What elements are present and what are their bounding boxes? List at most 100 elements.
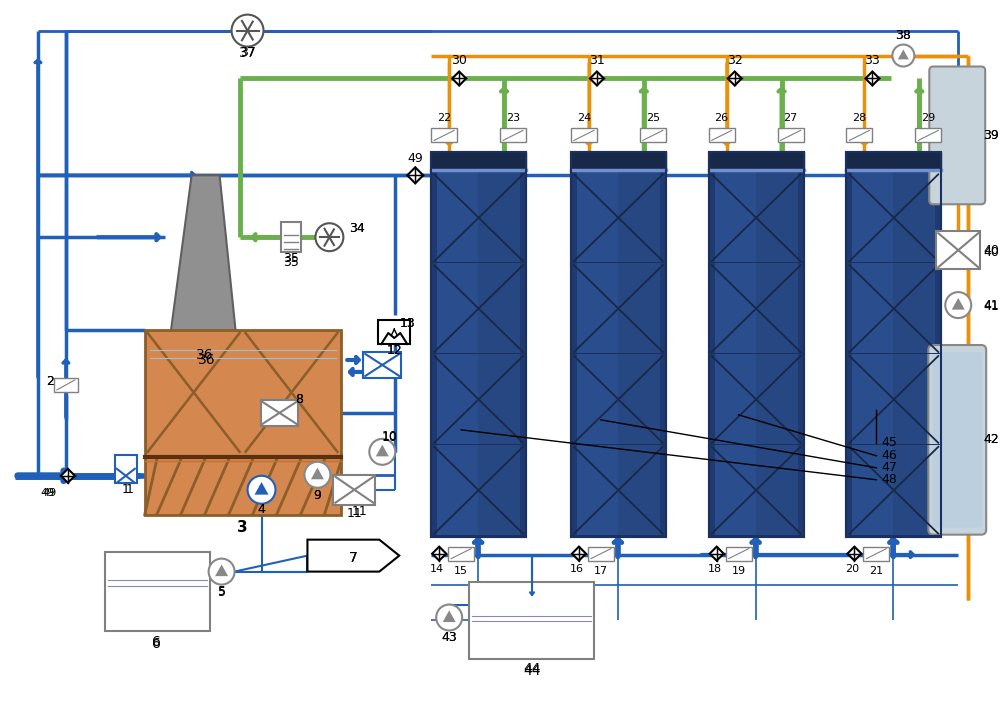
Text: 49: 49 [407, 152, 423, 165]
Bar [577, 152, 660, 536]
Polygon shape [311, 468, 324, 479]
Text: 47: 47 [881, 461, 897, 475]
Text: 34: 34 [349, 222, 365, 234]
Bar [363, 352, 401, 378]
Text: 9: 9 [313, 489, 321, 502]
Text: 40: 40 [983, 246, 999, 258]
Polygon shape [307, 540, 399, 571]
Text: 49: 49 [41, 488, 55, 498]
Text: 27: 27 [783, 114, 798, 124]
Text: 29: 29 [921, 114, 935, 124]
Text: 35: 35 [284, 252, 299, 265]
Text: 39: 39 [983, 129, 999, 142]
Text: 41: 41 [983, 300, 999, 312]
FancyBboxPatch shape [928, 345, 986, 535]
Bar [115, 455, 137, 483]
Text: 44: 44 [523, 663, 541, 677]
Bar [469, 581, 594, 659]
Bar [846, 152, 941, 171]
Polygon shape [61, 469, 75, 483]
Bar [709, 152, 804, 536]
Bar [846, 152, 941, 536]
Polygon shape [255, 482, 269, 495]
Text: 15: 15 [454, 566, 468, 576]
Text: 43: 43 [441, 631, 457, 644]
Bar [448, 547, 474, 561]
Bar [863, 547, 889, 561]
Bar [571, 152, 666, 536]
Bar [437, 152, 520, 536]
Polygon shape [443, 610, 456, 622]
Text: 40: 40 [983, 244, 999, 257]
Bar [431, 152, 526, 171]
Text: 48: 48 [881, 473, 897, 486]
Bar [726, 547, 752, 561]
Polygon shape [898, 50, 909, 60]
Text: 41: 41 [983, 298, 999, 312]
Text: 49: 49 [43, 488, 57, 498]
Polygon shape [952, 298, 965, 310]
Bar [852, 152, 893, 536]
Text: 46: 46 [881, 449, 897, 463]
Text: 31: 31 [589, 54, 605, 67]
Text: 45: 45 [881, 437, 897, 449]
Bar [571, 152, 666, 536]
Text: 4: 4 [258, 503, 265, 516]
Text: 36: 36 [196, 348, 213, 362]
Text: 33: 33 [865, 54, 880, 67]
Text: 11: 11 [346, 508, 362, 520]
Text: 24: 24 [577, 114, 591, 124]
Text: 19: 19 [732, 566, 746, 576]
Circle shape [209, 559, 235, 585]
Text: 37: 37 [239, 46, 256, 60]
Polygon shape [376, 444, 389, 456]
Bar [437, 152, 478, 536]
Text: 7: 7 [349, 550, 358, 564]
Text: 9: 9 [313, 489, 321, 502]
Circle shape [304, 462, 330, 488]
Circle shape [436, 604, 462, 630]
Text: 16: 16 [570, 564, 584, 574]
Text: 42: 42 [983, 433, 999, 446]
Text: 1: 1 [126, 483, 134, 496]
Text: 12: 12 [386, 343, 402, 357]
Text: 43: 43 [441, 631, 457, 644]
Text: 10: 10 [381, 430, 397, 444]
Text: 7: 7 [349, 550, 358, 564]
Bar [715, 152, 756, 536]
Text: 4: 4 [258, 503, 265, 516]
Text: 13: 13 [399, 317, 415, 329]
Text: 21: 21 [869, 566, 883, 576]
Bar [715, 152, 798, 536]
Bar [915, 128, 941, 143]
Text: 30: 30 [451, 54, 467, 67]
Text: 38: 38 [895, 29, 911, 42]
Polygon shape [710, 547, 724, 561]
Text: 8: 8 [295, 393, 303, 406]
Polygon shape [452, 72, 466, 86]
Text: 10: 10 [381, 431, 397, 444]
Text: 6: 6 [152, 637, 161, 651]
Circle shape [892, 44, 914, 67]
Bar [261, 400, 298, 426]
Bar [852, 152, 935, 536]
Bar [709, 152, 804, 171]
Text: 37: 37 [240, 46, 255, 59]
Bar [431, 152, 526, 536]
Text: 39: 39 [983, 129, 999, 142]
Text: 3: 3 [237, 520, 248, 535]
Text: 36: 36 [198, 353, 215, 367]
Polygon shape [847, 547, 861, 561]
Circle shape [369, 439, 395, 465]
Text: 8: 8 [295, 393, 303, 406]
Bar [846, 152, 941, 536]
Text: 25: 25 [646, 114, 660, 124]
Text: 18: 18 [708, 564, 722, 574]
Bar [378, 320, 410, 344]
Bar [145, 330, 341, 515]
Circle shape [248, 476, 275, 504]
Bar [105, 552, 210, 632]
Bar [640, 128, 666, 143]
Text: 28: 28 [852, 114, 867, 124]
Text: 20: 20 [845, 564, 860, 574]
